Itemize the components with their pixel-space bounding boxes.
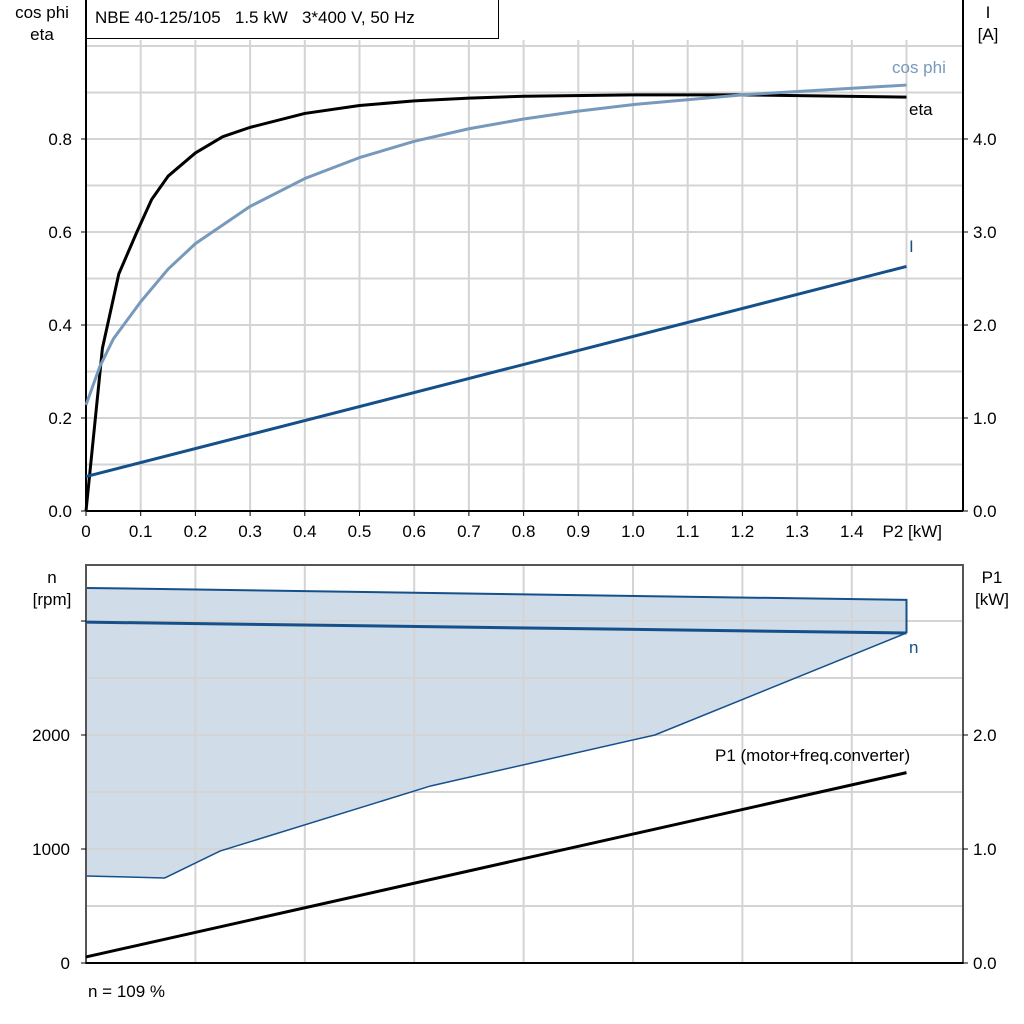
y-left-tick-label: 0.0 xyxy=(48,502,72,521)
y-left-tick-label: 0.2 xyxy=(48,409,72,428)
y-right-tick-label: 2.0 xyxy=(973,726,997,745)
series-P1 xyxy=(85,771,907,959)
n-operating-range-area xyxy=(86,587,907,878)
y-left-tick-label: 0.8 xyxy=(48,130,72,149)
y-right-tick-label: 1.0 xyxy=(973,840,997,859)
y-left-axis-label: [rpm] xyxy=(33,590,72,609)
x-tick-label: 0.3 xyxy=(238,522,262,541)
chart-title: NBE 40-125/105 1.5 kW 3*400 V, 50 Hz xyxy=(95,8,415,27)
n-range-lower-line xyxy=(85,632,907,879)
series-label-P1: P1 (motor+freq.converter) xyxy=(715,746,910,765)
y-right-tick-label: 0.0 xyxy=(973,954,997,973)
series-n xyxy=(85,620,907,635)
speed-footnote: n = 109 % xyxy=(88,982,166,1001)
title-box: NBE 40-125/105 1.5 kW 3*400 V, 50 Hz xyxy=(86,0,499,39)
x-tick-label: 1.0 xyxy=(621,522,645,541)
y-right-tick-label: 0.0 xyxy=(973,502,997,521)
x-tick-label: 1.2 xyxy=(731,522,755,541)
y-right-axis-label: I xyxy=(986,3,991,22)
x-tick-label: 0.6 xyxy=(402,522,426,541)
x-tick-label: 0.7 xyxy=(457,522,481,541)
series-label-eta: eta xyxy=(909,100,933,119)
y-right-axis-label: [kW] xyxy=(975,590,1009,609)
series-label-n: n xyxy=(909,638,918,657)
x-tick-label: 0.2 xyxy=(184,522,208,541)
y-right-tick-label: 4.0 xyxy=(973,130,997,149)
series-label-cos-phi: cos phi xyxy=(892,58,946,77)
x-tick-label: 0.4 xyxy=(293,522,317,541)
x-tick-label: 0.9 xyxy=(566,522,590,541)
y-right-tick-label: 1.0 xyxy=(973,409,997,428)
y-left-tick-label: 1000 xyxy=(32,840,70,859)
y-left-tick-label: 0.4 xyxy=(48,316,72,335)
y-right-tick-label: 2.0 xyxy=(973,316,997,335)
y-right-tick-label: 3.0 xyxy=(973,223,997,242)
x-tick-label: 1.4 xyxy=(840,522,864,541)
y-left-axis-label: eta xyxy=(30,25,54,44)
x-tick-label: 0.8 xyxy=(512,522,536,541)
y-left-tick-label: 0.6 xyxy=(48,223,72,242)
series-cos-phi xyxy=(84,83,907,406)
x-tick-label: 0 xyxy=(81,522,90,541)
x-tick-label: 0.5 xyxy=(348,522,372,541)
series-eta xyxy=(84,93,907,512)
y-left-axis-label: n xyxy=(47,568,56,587)
y-left-axis-label: cos phi xyxy=(15,3,69,22)
y-left-tick-label: 2000 xyxy=(32,726,70,745)
x-tick-label: 1.3 xyxy=(785,522,809,541)
n-range-upper-line xyxy=(85,586,908,633)
y-right-axis-label: P1 xyxy=(982,568,1003,587)
y-right-axis-label: [A] xyxy=(978,25,999,44)
series-I xyxy=(85,264,907,479)
x-tick-label: 0.1 xyxy=(129,522,153,541)
x-axis-label: P2 [kW] xyxy=(883,522,943,541)
y-left-tick-label: 0 xyxy=(61,954,70,973)
series-label-I: I xyxy=(909,237,914,256)
x-tick-label: 1.1 xyxy=(676,522,700,541)
